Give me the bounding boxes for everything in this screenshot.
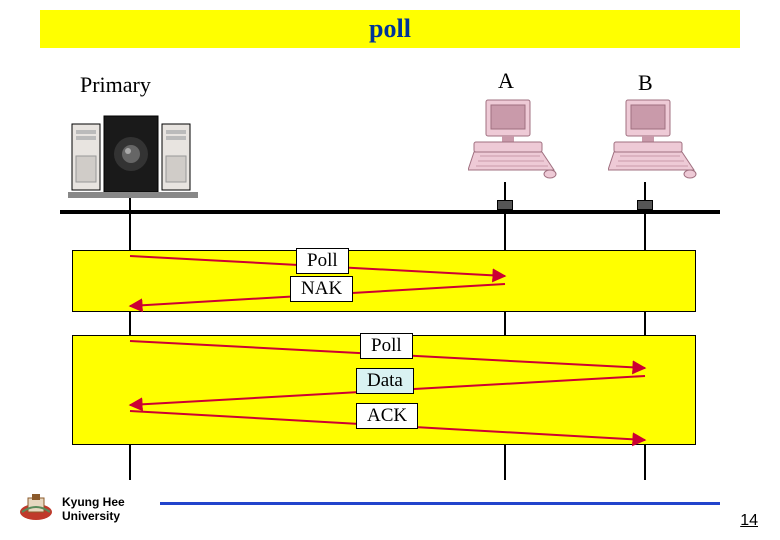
tap-a: [497, 200, 513, 210]
bus-line: [60, 210, 720, 214]
msg-nak: NAK: [290, 276, 353, 302]
drop-primary: [129, 198, 131, 210]
msg-poll-2: Poll: [360, 333, 413, 359]
slide-title-bar: poll: [40, 10, 740, 48]
sequence-band-1: [72, 250, 696, 312]
label-a: A: [498, 68, 514, 94]
footer-line2: University: [62, 509, 120, 523]
footer-university: Kyung Hee University: [62, 496, 125, 524]
footer-line1: Kyung Hee: [62, 495, 125, 509]
university-logo-icon: [18, 492, 54, 522]
pc-b-icon: [608, 96, 698, 191]
msg-ack: ACK: [356, 403, 418, 429]
label-primary: Primary: [80, 72, 151, 98]
page-number: 14: [740, 512, 758, 530]
label-b: B: [638, 70, 653, 96]
server-icon: [68, 110, 198, 205]
tap-b: [637, 200, 653, 210]
msg-data: Data: [356, 368, 414, 394]
pc-a-icon: [468, 96, 558, 191]
msg-poll-1: Poll: [296, 248, 349, 274]
footer-rule: [160, 502, 720, 505]
slide-title: poll: [369, 14, 411, 43]
